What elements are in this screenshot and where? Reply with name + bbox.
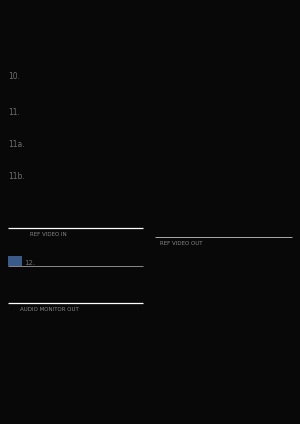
FancyBboxPatch shape [8, 256, 22, 266]
Text: 12.: 12. [24, 260, 35, 266]
Text: 11b.: 11b. [8, 172, 25, 181]
Text: 10.: 10. [8, 72, 20, 81]
Text: REF VIDEO IN: REF VIDEO IN [30, 232, 67, 237]
Text: 11a.: 11a. [8, 140, 25, 149]
Text: 11.: 11. [8, 108, 20, 117]
Text: REF VIDEO OUT: REF VIDEO OUT [160, 241, 202, 246]
Text: AUDIO MONITOR OUT: AUDIO MONITOR OUT [20, 307, 79, 312]
